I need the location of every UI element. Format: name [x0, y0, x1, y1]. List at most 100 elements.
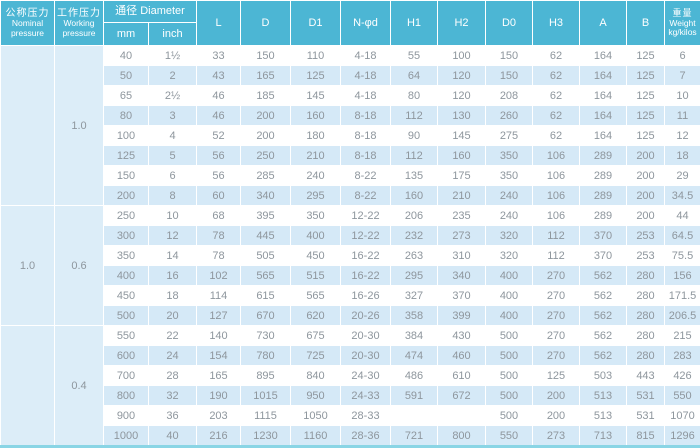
table-cell: 100	[104, 126, 149, 146]
table-cell: 235	[438, 206, 486, 226]
table-cell: 780	[241, 346, 291, 366]
table-cell: 28	[149, 366, 197, 386]
table-cell: 16	[149, 266, 197, 286]
table-cell: 200	[627, 166, 665, 186]
table-cell: 562	[580, 346, 627, 366]
table-cell: 340	[241, 186, 291, 206]
table-cell: 16-22	[341, 246, 391, 266]
table-cell: 730	[241, 326, 291, 346]
table-cell: 240	[486, 206, 533, 226]
table-cell: 721	[391, 426, 438, 447]
table-cell: 280	[627, 326, 665, 346]
table-cell: 43	[197, 66, 241, 86]
table-cell: 4	[149, 126, 197, 146]
table-cell: 12-22	[341, 226, 391, 246]
table-cell: 815	[627, 426, 665, 447]
table-cell: 562	[580, 326, 627, 346]
table-cell: 1050	[291, 406, 341, 426]
table-cell: 565	[241, 266, 291, 286]
table-cell: 62	[533, 106, 580, 126]
table-cell: 600	[104, 346, 149, 366]
table-cell: 620	[291, 306, 341, 326]
table-cell: 800	[104, 386, 149, 406]
table-cell: 4-18	[341, 86, 391, 106]
table-cell: 106	[533, 186, 580, 206]
table-cell: 310	[438, 246, 486, 266]
table-cell: 10	[149, 206, 197, 226]
table-cell: 7	[665, 66, 700, 86]
col-header-nominal-pressure: 公称压力 Nominal pressure	[1, 1, 55, 46]
table-cell: 65	[104, 86, 149, 106]
table-cell: 210	[438, 186, 486, 206]
table-cell: 106	[533, 146, 580, 166]
col-header-b: B	[627, 1, 665, 46]
table-cell: 100	[438, 46, 486, 66]
table-cell: 550	[665, 386, 700, 406]
table-cell: 800	[438, 426, 486, 447]
table-cell: 200	[627, 206, 665, 226]
table-cell: 110	[291, 46, 341, 66]
table-cell: 280	[627, 266, 665, 286]
table-cell: 206.5	[665, 306, 700, 326]
table-cell: 208	[486, 86, 533, 106]
table-cell: 500	[486, 366, 533, 386]
table-cell: 565	[291, 286, 341, 306]
table-cell: 24	[149, 346, 197, 366]
table-cell: 350	[291, 206, 341, 226]
table-cell: 500	[486, 386, 533, 406]
table-cell: 112	[391, 146, 438, 166]
table-cell: 200	[241, 106, 291, 126]
table-cell: 160	[438, 146, 486, 166]
table-cell: 80	[391, 86, 438, 106]
table-cell: 700	[104, 366, 149, 386]
table-cell: 36	[149, 406, 197, 426]
working-pressure-en2: pressure	[55, 29, 103, 38]
table-cell: 24-33	[341, 386, 391, 406]
table-cell: 500	[486, 406, 533, 426]
table-cell: 200	[104, 186, 149, 206]
table-cell: 20-26	[341, 306, 391, 326]
table-cell: 20-30	[341, 346, 391, 366]
table-cell: 531	[627, 386, 665, 406]
table-cell: 14	[149, 246, 197, 266]
table-cell: 114	[197, 286, 241, 306]
table-cell: 500	[486, 326, 533, 346]
table-cell: 120	[438, 86, 486, 106]
table-cell: 8-18	[341, 146, 391, 166]
table-cell: 125	[627, 66, 665, 86]
table-cell: 285	[241, 166, 291, 186]
table-cell: 610	[438, 366, 486, 386]
table-cell: 289	[580, 206, 627, 226]
table-cell: 12	[665, 126, 700, 146]
table-cell: 950	[291, 386, 341, 406]
table-cell: 22	[149, 326, 197, 346]
table-cell: 550	[104, 326, 149, 346]
table-cell: 120	[438, 66, 486, 86]
table-cell: 350	[486, 166, 533, 186]
table-cell: 675	[291, 326, 341, 346]
table-cell: 112	[533, 246, 580, 266]
col-header-l: L	[197, 1, 241, 46]
table-cell: 320	[486, 226, 533, 246]
table-cell: 156	[665, 266, 700, 286]
table-cell: 400	[104, 266, 149, 286]
table-cell	[391, 406, 438, 426]
table-cell: 28-33	[341, 406, 391, 426]
table-cell: 240	[291, 166, 341, 186]
table-cell: 18	[665, 146, 700, 166]
table-cell: 562	[580, 306, 627, 326]
table-cell: 68	[197, 206, 241, 226]
table-cell: 12-22	[341, 206, 391, 226]
table-cell: 500	[486, 346, 533, 366]
table-cell: 350	[486, 146, 533, 166]
table-cell: 50	[104, 66, 149, 86]
